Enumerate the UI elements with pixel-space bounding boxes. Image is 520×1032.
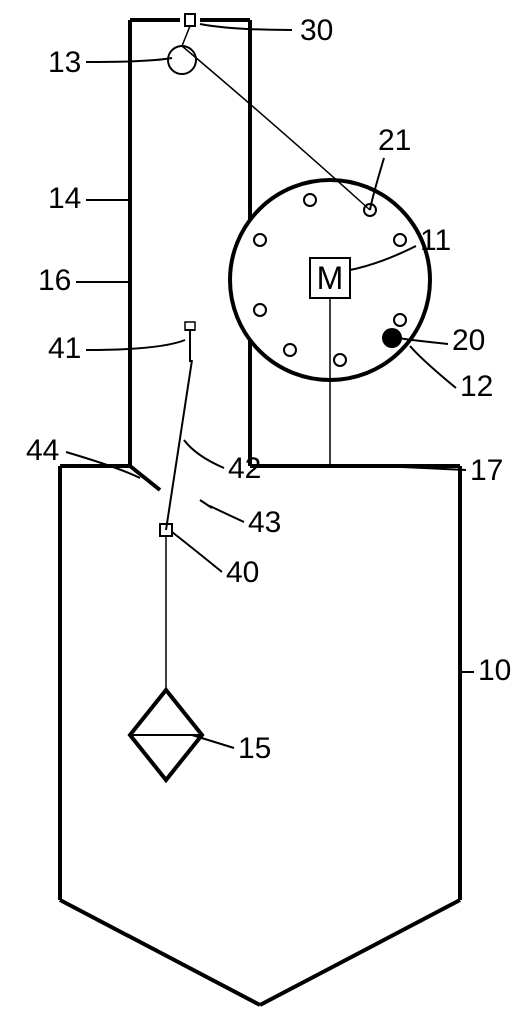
callout-label: 20 bbox=[452, 324, 485, 357]
callout-label: 12 bbox=[460, 370, 493, 403]
disc-hole bbox=[334, 354, 346, 366]
top-tab bbox=[185, 14, 195, 26]
callout-label: 13 bbox=[48, 46, 81, 79]
leader-line bbox=[86, 340, 185, 350]
leader-line bbox=[200, 24, 292, 30]
leader-line bbox=[172, 532, 222, 572]
disc-hole bbox=[254, 304, 266, 316]
cable bbox=[182, 46, 370, 210]
leader-line bbox=[350, 246, 416, 270]
disc-hole bbox=[304, 194, 316, 206]
leader-line bbox=[410, 346, 456, 388]
callout-label: 16 bbox=[38, 264, 71, 297]
callout-label: 17 bbox=[470, 454, 503, 487]
disc-hole bbox=[394, 234, 406, 246]
callout-label: 11 bbox=[420, 224, 451, 257]
callout-label: 14 bbox=[48, 182, 81, 215]
leader-line bbox=[210, 506, 244, 522]
callout-label: 15 bbox=[238, 732, 271, 765]
disc-hole bbox=[284, 344, 296, 356]
callout-label: 44 bbox=[26, 434, 59, 467]
callout-label: 41 bbox=[48, 332, 81, 365]
callout-label: 40 bbox=[226, 556, 259, 589]
motor-label: M bbox=[317, 260, 344, 296]
callout-label: 21 bbox=[378, 124, 411, 157]
callout-label: 30 bbox=[300, 14, 333, 47]
leader-line bbox=[184, 440, 224, 468]
disc-hole bbox=[394, 314, 406, 326]
callout-label: 42 bbox=[228, 452, 261, 485]
pulley bbox=[168, 46, 196, 74]
leader-line bbox=[370, 158, 384, 210]
callout-label: 43 bbox=[248, 506, 281, 539]
disc-hole bbox=[254, 234, 266, 246]
callout-label: 10 bbox=[478, 654, 511, 687]
